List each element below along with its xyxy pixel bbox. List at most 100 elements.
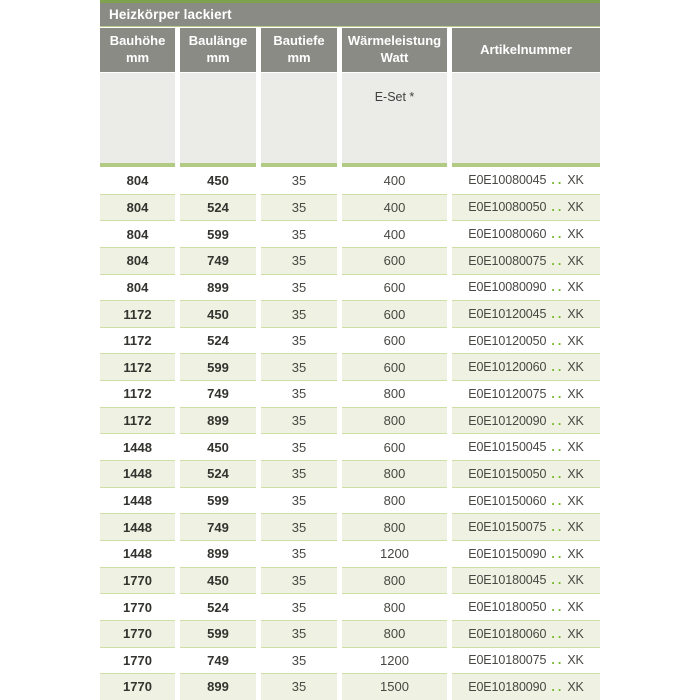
table-row: 1448 749 35 800 E0E10150075.. XK — [100, 513, 600, 540]
artikel-code: E0E10080060 — [468, 227, 547, 242]
subheader-cell-artikelnummer — [452, 73, 600, 167]
cell-bautiefe: 35 — [261, 433, 337, 461]
cell-watt: 800 — [342, 593, 447, 620]
cell-bautiefe: 35 — [261, 619, 337, 647]
cell-baulaenge: 899 — [180, 406, 256, 434]
artikel-suffix: XK — [567, 386, 584, 401]
cell-bauhoehe: 1172 — [100, 326, 175, 354]
cell-baulaenge: 899 — [180, 539, 256, 567]
cell-artikelnummer: E0E10080090.. XK — [452, 273, 600, 301]
artikel-color-dots: .. — [551, 307, 565, 322]
cell-watt: 800 — [342, 566, 447, 594]
cell-watt: 1200 — [342, 539, 447, 567]
column-header-baulaenge: Baulänge mm — [180, 28, 256, 72]
cell-artikelnummer: E0E10180075.. XK — [452, 646, 600, 674]
column-header-unit: Watt — [380, 50, 409, 65]
artikel-color-dots: .. — [551, 466, 565, 481]
cell-watt: 400 — [342, 220, 447, 247]
cell-bauhoehe: 804 — [100, 220, 175, 247]
artikel-color-dots: .. — [551, 546, 565, 561]
table-row: 1172 450 35 600 E0E10120045.. XK — [100, 300, 600, 327]
cell-baulaenge: 599 — [180, 619, 256, 647]
cell-bauhoehe: 804 — [100, 193, 175, 221]
artikel-code: E0E10120060 — [468, 360, 547, 375]
cell-bautiefe: 35 — [261, 167, 337, 194]
artikel-suffix: XK — [567, 573, 584, 588]
cell-bautiefe: 35 — [261, 300, 337, 327]
artikel-suffix: XK — [567, 173, 584, 188]
cell-bauhoehe: 1172 — [100, 353, 175, 381]
column-header-label: Baulänge — [188, 33, 248, 49]
artikel-code: E0E10080075 — [468, 253, 547, 268]
cell-baulaenge: 524 — [180, 326, 256, 354]
artikel-code: E0E10180060 — [468, 626, 547, 641]
cell-artikelnummer: E0E10180090.. XK — [452, 673, 600, 700]
artikel-code: E0E10180045 — [468, 573, 547, 588]
artikel-code: E0E10150045 — [468, 440, 547, 455]
cell-artikelnummer: E0E10150050.. XK — [452, 460, 600, 487]
artikel-suffix: XK — [567, 253, 584, 268]
table-row: 804 749 35 600 E0E10080075.. XK — [100, 246, 600, 274]
cell-watt: 600 — [342, 300, 447, 327]
subheader-cell-eset: E-Set * — [342, 73, 447, 167]
product-table: Heizkörper lackiert Bauhöhe mm Baulänge … — [100, 0, 600, 700]
cell-bauhoehe: 1448 — [100, 539, 175, 567]
subheader-cell-baulaenge — [180, 73, 256, 167]
cell-watt: 1500 — [342, 673, 447, 700]
cell-bauhoehe: 1770 — [100, 619, 175, 647]
table-row: 1448 599 35 800 E0E10150060.. XK — [100, 486, 600, 514]
cell-baulaenge: 450 — [180, 566, 256, 594]
cell-baulaenge: 749 — [180, 246, 256, 274]
cell-artikelnummer: E0E10080060.. XK — [452, 220, 600, 247]
column-header-artikelnummer: Artikelnummer — [452, 28, 600, 72]
artikel-suffix: XK — [567, 626, 584, 641]
column-header-label: Wärmeleistung — [347, 33, 442, 49]
cell-baulaenge: 749 — [180, 380, 256, 407]
cell-artikelnummer: E0E10180050.. XK — [452, 593, 600, 620]
column-header-bauhoehe: Bauhöhe mm — [100, 28, 175, 72]
artikel-color-dots: .. — [551, 679, 565, 694]
artikel-suffix: XK — [567, 360, 584, 375]
cell-artikelnummer: E0E10120050.. XK — [452, 326, 600, 354]
cell-bauhoehe: 1448 — [100, 486, 175, 514]
cell-bautiefe: 35 — [261, 380, 337, 407]
cell-baulaenge: 899 — [180, 673, 256, 700]
cell-bauhoehe: 1770 — [100, 566, 175, 594]
artikel-suffix: XK — [567, 493, 584, 508]
cell-baulaenge: 450 — [180, 167, 256, 194]
cell-bautiefe: 35 — [261, 326, 337, 354]
artikel-color-dots: .. — [551, 626, 565, 641]
column-header-bautiefe: Bautiefe mm — [261, 28, 337, 72]
artikel-suffix: XK — [567, 679, 584, 694]
cell-artikelnummer: E0E10180060.. XK — [452, 619, 600, 647]
subheader-cell-bauhoehe — [100, 73, 175, 167]
cell-baulaenge: 749 — [180, 513, 256, 540]
artikel-color-dots: .. — [551, 200, 565, 215]
cell-watt: 600 — [342, 246, 447, 274]
table-body: 804 450 35 400 E0E10080045.. XK 804 524 35 400 E0E… — [100, 167, 600, 700]
cell-bautiefe: 35 — [261, 566, 337, 594]
artikel-code: E0E10150060 — [468, 493, 547, 508]
cell-baulaenge: 749 — [180, 646, 256, 674]
artikel-code: E0E10180075 — [468, 653, 547, 668]
cell-bauhoehe: 804 — [100, 273, 175, 301]
cell-artikelnummer: E0E10150075.. XK — [452, 513, 600, 540]
artikel-suffix: XK — [567, 413, 584, 428]
artikel-color-dots: .. — [551, 280, 565, 295]
cell-bautiefe: 35 — [261, 513, 337, 540]
table-row: 1770 450 35 800 E0E10180045.. XK — [100, 566, 600, 594]
cell-bautiefe: 35 — [261, 193, 337, 221]
cell-bautiefe: 35 — [261, 539, 337, 567]
table-subheader-row: E-Set * — [100, 73, 600, 167]
cell-bautiefe: 35 — [261, 593, 337, 620]
cell-bauhoehe: 804 — [100, 246, 175, 274]
cell-bauhoehe: 1448 — [100, 513, 175, 540]
artikel-code: E0E10080045 — [468, 173, 547, 188]
artikel-code: E0E10150090 — [468, 546, 547, 561]
cell-bautiefe: 35 — [261, 486, 337, 514]
cell-baulaenge: 524 — [180, 593, 256, 620]
table-top-accent-line — [100, 0, 600, 3]
cell-bautiefe: 35 — [261, 353, 337, 381]
cell-bautiefe: 35 — [261, 646, 337, 674]
